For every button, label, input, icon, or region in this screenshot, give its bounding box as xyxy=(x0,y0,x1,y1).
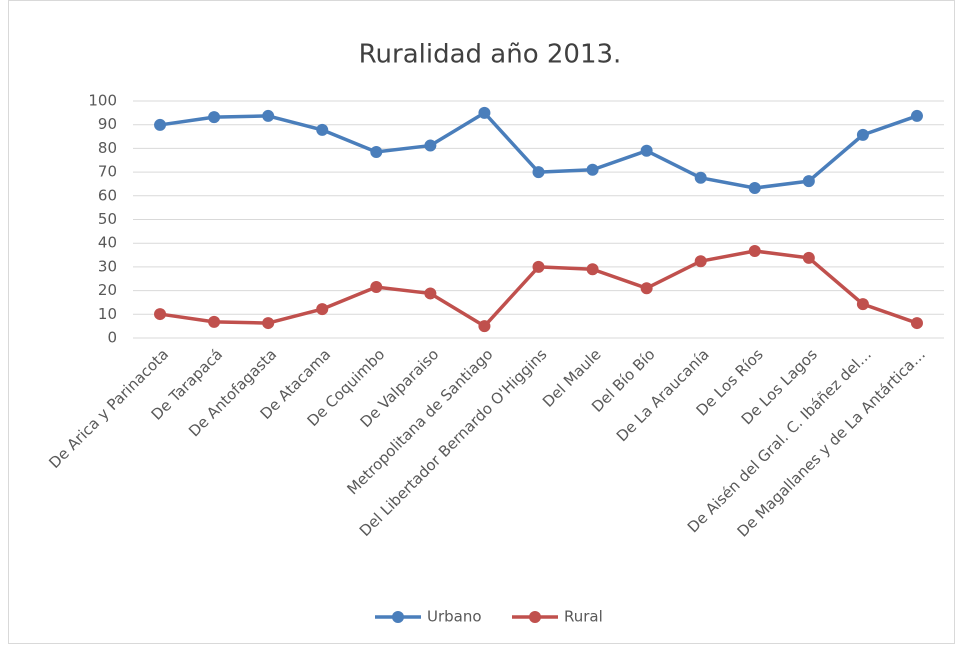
marker xyxy=(532,260,545,273)
y-tick-label: 100 xyxy=(88,92,117,110)
marker xyxy=(316,303,329,316)
chart-title: Ruralidad año 2013. xyxy=(359,40,622,70)
y-tick-label: 90 xyxy=(98,115,117,133)
marker xyxy=(640,282,653,295)
legend-marker xyxy=(529,611,541,623)
marker xyxy=(424,287,437,300)
y-tick-label: 0 xyxy=(107,329,117,347)
marker xyxy=(208,315,221,328)
marker xyxy=(910,109,923,122)
marker xyxy=(370,281,383,294)
x-tick-label: De La Araucanía xyxy=(613,345,713,445)
marker xyxy=(208,111,221,124)
marker xyxy=(586,163,599,176)
marker xyxy=(532,166,545,179)
marker xyxy=(694,255,707,268)
marker xyxy=(640,144,653,157)
y-tick-label: 70 xyxy=(98,163,117,181)
y-tick-label: 60 xyxy=(98,186,117,204)
legend-label: Rural xyxy=(564,608,603,626)
y-tick-label: 30 xyxy=(98,257,117,275)
legend-marker xyxy=(392,611,404,623)
marker xyxy=(478,320,491,333)
marker xyxy=(370,145,383,158)
chart-frame xyxy=(8,0,955,644)
y-tick-label: 80 xyxy=(98,139,117,157)
marker xyxy=(802,251,815,264)
marker xyxy=(748,181,761,194)
marker xyxy=(424,139,437,152)
x-tick-label: De Magallanes y de La Antártica… xyxy=(734,345,929,540)
y-tick-label: 20 xyxy=(98,281,117,299)
marker xyxy=(478,106,491,119)
marker xyxy=(856,298,869,311)
marker xyxy=(586,263,599,276)
marker xyxy=(802,175,815,188)
marker xyxy=(910,317,923,330)
y-tick-label: 10 xyxy=(98,305,117,323)
marker xyxy=(694,171,707,184)
marker xyxy=(316,123,329,136)
marker xyxy=(748,245,761,258)
marker xyxy=(154,118,167,131)
marker xyxy=(262,109,275,122)
marker xyxy=(262,317,275,330)
y-tick-label: 50 xyxy=(98,210,117,228)
y-tick-label: 40 xyxy=(98,234,117,252)
legend-label: Urbano xyxy=(427,608,482,626)
marker xyxy=(154,308,167,321)
marker xyxy=(856,128,869,141)
